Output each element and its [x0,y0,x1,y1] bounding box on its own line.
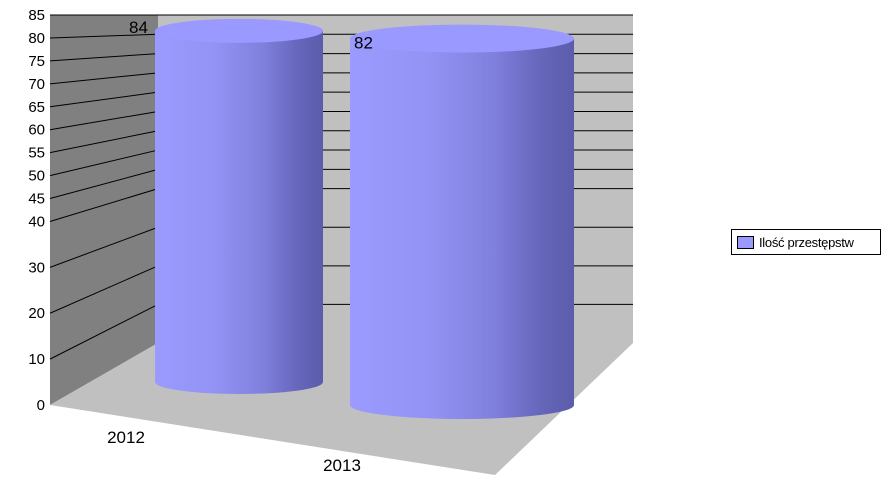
legend-swatch [737,235,754,249]
cylinder-top [350,24,574,53]
data-label: 82 [354,34,373,53]
gridline-side [49,130,159,154]
x-category-label: 2012 [107,428,145,447]
y-tick-label: 70 [28,76,45,93]
gridline-side [49,188,159,222]
legend: Ilość przestępstw [731,229,881,255]
gridline-side [49,149,159,177]
cylinder-body [350,38,574,419]
y-tick-label: 30 [28,259,45,276]
y-tick-label: 85 [28,7,45,24]
gridline-side [49,72,159,85]
gridline-side [49,110,159,131]
legend-label: Ilość przestępstw [759,234,854,250]
y-tick-label: 55 [28,145,45,162]
gridline-side [49,53,159,62]
y-tick-label: 50 [28,168,45,185]
y-tick-label: 45 [28,191,45,208]
y-tick-label: 80 [28,30,45,47]
gridline-side [49,33,159,39]
bar-2012 [155,18,323,394]
y-tick-label: 40 [28,213,45,230]
bar-2013 [350,24,574,419]
gridline-side [49,265,159,314]
x-category-label: 2013 [323,456,361,475]
chart-labels: 84 82 2012 2013 [107,18,373,475]
y-tick-label: 0 [37,397,45,414]
data-label: 84 [129,18,148,37]
y-tick-label: 60 [28,122,45,139]
y-tick-label: 20 [28,305,45,322]
cylinder-top [155,18,323,43]
chart-side-wall [50,15,158,405]
y-tick-label: 10 [28,351,45,368]
gridline-side [49,303,159,360]
gridline-side [49,91,159,108]
gridline-side [49,226,159,268]
chart-bars [155,18,574,419]
y-tick-label: 65 [28,99,45,116]
gridline-side [49,168,159,200]
y-tick-label: 75 [28,53,45,70]
y-axis-ticks: 0 10 20 30 40 45 50 55 60 65 70 75 80 85 [28,7,45,414]
cylinder-body [155,30,323,394]
